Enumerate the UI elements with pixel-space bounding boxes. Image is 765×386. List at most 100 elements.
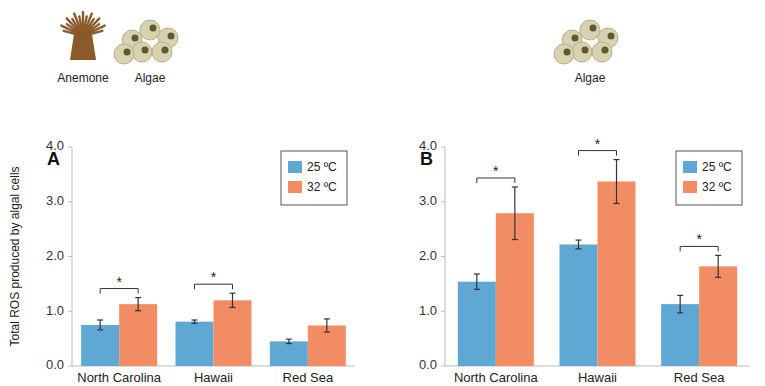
error-stem (232, 293, 233, 307)
error-stem (100, 320, 101, 330)
error-bar (97, 320, 103, 330)
error-stem (326, 319, 327, 332)
legend-label: 32 ºC (307, 180, 337, 194)
error-cap (576, 248, 582, 249)
error-bar (230, 293, 236, 307)
y-tick (68, 147, 72, 148)
error-bar (576, 240, 582, 249)
error-cap (474, 273, 480, 274)
algae-nucleus (590, 25, 597, 32)
algae-cell (114, 44, 134, 64)
y-axis-line (445, 147, 446, 366)
algae-nucleus (602, 47, 609, 54)
algae-nucleus (150, 25, 157, 32)
error-stem (578, 240, 579, 249)
error-cap (286, 343, 292, 344)
legend-label: 25 ºC (307, 160, 337, 174)
error-cap (135, 310, 141, 311)
algae-nucleus (124, 49, 131, 56)
error-cap (677, 295, 683, 296)
algae-nucleus (564, 49, 571, 56)
error-cap (286, 339, 292, 340)
error-bar (474, 274, 480, 289)
x-tick-label: Red Sea (674, 370, 725, 385)
marks (458, 160, 737, 366)
legend: 25 ºC 32 ºC (281, 151, 347, 205)
y-tick (441, 201, 445, 202)
panel: AnemoneAlgaeATotal ROS produced by algal… (8, 12, 355, 385)
bar (560, 244, 598, 366)
algae-cell (554, 44, 574, 64)
algae-nucleus (168, 33, 175, 40)
y-tick-label: 2.0 (46, 248, 64, 263)
error-stem (718, 255, 719, 277)
legend-swatch (288, 161, 302, 173)
y-tick (68, 311, 72, 312)
error-cap (230, 307, 236, 308)
error-cap (97, 329, 103, 330)
error-cap (715, 277, 721, 278)
error-cap (97, 319, 103, 320)
error-cap (192, 319, 198, 320)
error-cap (512, 186, 518, 187)
error-bar (715, 255, 721, 277)
y-tick (441, 366, 445, 367)
anemone-tentacle (74, 14, 83, 36)
y-tick-label: 4.0 (419, 138, 437, 153)
bar (270, 341, 308, 366)
algae-nucleus (572, 35, 579, 42)
marks (81, 293, 346, 366)
error-stem (476, 274, 477, 289)
icon (554, 20, 618, 64)
error-bar (614, 160, 620, 204)
error-stem (616, 160, 617, 204)
error-cap (192, 323, 198, 324)
y-tick (441, 256, 445, 257)
significance-label: * (696, 231, 702, 247)
error-cap (614, 159, 620, 160)
legend: 25 ºC 32 ºC (676, 151, 742, 205)
bar (699, 266, 737, 366)
y-axis-line (72, 147, 73, 366)
legend-swatch (288, 181, 302, 193)
algae-cell (580, 20, 600, 40)
bar (458, 282, 496, 366)
y-tick (68, 366, 72, 367)
error-bar (192, 320, 198, 323)
error-cap (135, 297, 141, 298)
error-cap (230, 293, 236, 294)
x-tick-label: Hawaii (578, 370, 617, 385)
icon (61, 12, 104, 60)
algae-cell (152, 42, 172, 62)
error-bar (677, 295, 683, 313)
error-bar (324, 319, 330, 332)
y-tick-label: 3.0 (46, 193, 64, 208)
y-tick-label: 1.0 (46, 303, 64, 318)
figure: AnemoneAlgaeATotal ROS produced by algal… (0, 0, 765, 386)
bar (661, 304, 699, 366)
error-bar (135, 298, 141, 311)
icon-label: Anemone (57, 71, 109, 85)
significance-label: * (493, 163, 499, 179)
significance-label: * (116, 274, 122, 290)
legend-label: 32 ºC (702, 180, 732, 194)
algae-nucleus (162, 47, 169, 54)
y-tick-label: 0.0 (46, 357, 64, 372)
error-cap (576, 239, 582, 240)
algae-nucleus (142, 47, 149, 54)
algae-nucleus (132, 35, 139, 42)
error-cap (324, 318, 330, 319)
x-tick-label: North Carolina (77, 370, 162, 385)
error-cap (474, 289, 480, 290)
algae-cell (592, 42, 612, 62)
algae-cell (140, 20, 160, 40)
error-cap (324, 331, 330, 332)
legend-label: 25 ºC (702, 160, 732, 174)
x-tick-label: Red Sea (283, 370, 334, 385)
y-tick (441, 147, 445, 148)
bar (119, 304, 157, 366)
error-cap (715, 255, 721, 256)
legend-frame (281, 151, 347, 205)
y-tick (68, 201, 72, 202)
error-stem (288, 339, 289, 343)
